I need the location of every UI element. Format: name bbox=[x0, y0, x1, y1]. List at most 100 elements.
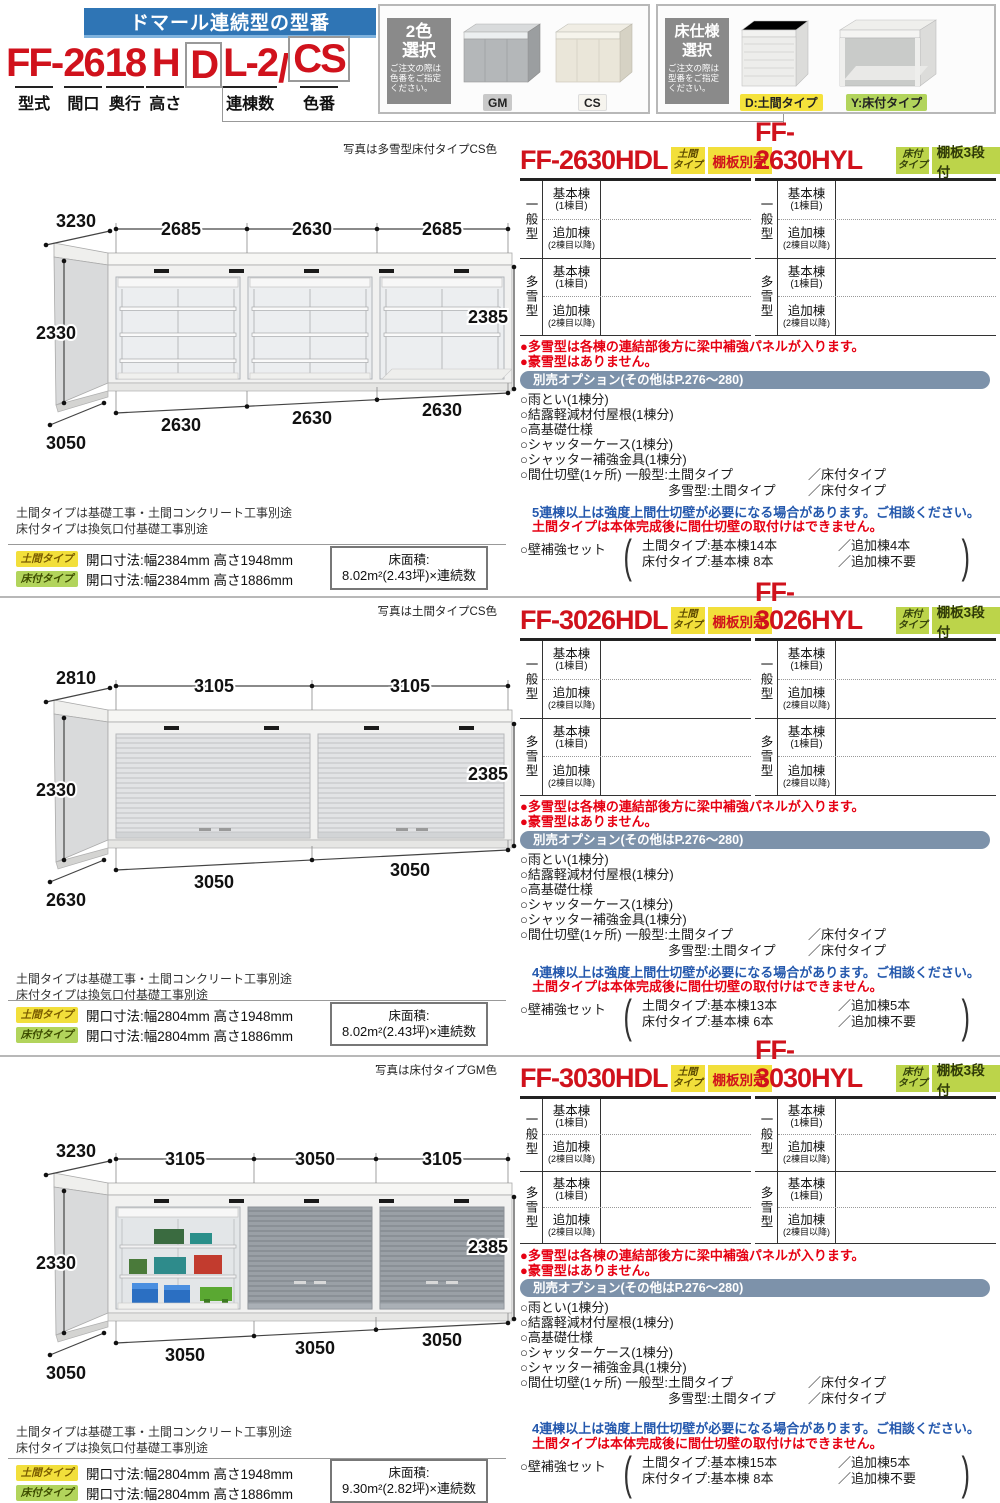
price-table: 一般型 基本棟 (1棟目) 追加棟 (2棟目以降) 多雪型 基本棟 (1棟目) 追加棟… bbox=[520, 638, 751, 796]
paren-close: ) bbox=[961, 990, 970, 1042]
shelf-included-badge: 棚板3段付 bbox=[931, 145, 1000, 180]
dim-top-2: 2630 bbox=[292, 219, 332, 239]
wall-reinforce-label: ○壁補強セット bbox=[520, 1002, 606, 1017]
shelf-sold-separately-badge: 棚板別売 bbox=[707, 147, 772, 174]
dim-bottom-1: 2630 bbox=[161, 415, 201, 435]
dim-top-1: 3105 bbox=[194, 676, 234, 696]
segment-depth: 18 奥行 bbox=[104, 41, 147, 113]
product-header: FF-2630HDL 土間 タイプ 棚板別売 bbox=[520, 144, 772, 174]
option-partition-2: 多雪型:土間タイプ bbox=[668, 943, 776, 958]
option-item: ○シャッター補強金具(1棟分) bbox=[520, 452, 687, 467]
option-item: ○結露軽減材付屋根(1棟分) bbox=[520, 407, 674, 422]
note-heavy-snow: ●豪雪型はありません。 bbox=[520, 1263, 658, 1278]
doma-type-thumbnail bbox=[741, 20, 809, 87]
paren-open: ( bbox=[623, 530, 632, 582]
floor-area-box: 床面積: 8.02m²(2.43坪)×連続数 bbox=[330, 546, 488, 590]
photo-caption: 写真は土間タイプCS色 bbox=[377, 606, 497, 618]
note-snow-type: ●多雪型は各棟の連結部後方に梁中補強パネルが入ります。 bbox=[520, 799, 865, 814]
opening-spec-yuka: 床付タイプ 開口寸法:幅2804mm 高さ1886mm bbox=[16, 1026, 293, 1044]
dim-left-height: 2330 bbox=[36, 780, 76, 800]
option-item: ○結露軽減材付屋根(1棟分) bbox=[520, 1315, 674, 1330]
wall-reinforce-label: ○壁補強セット bbox=[520, 542, 606, 557]
section-divider bbox=[0, 1055, 1000, 1057]
opening-spec-doma: 土間タイプ 開口寸法:幅2804mm 高さ1948mm bbox=[16, 1006, 293, 1024]
product-header: FF-2630HYL 床付 タイプ 棚板3段付 bbox=[755, 118, 1000, 180]
opening-spec-yuka: 床付タイプ 開口寸法:幅2384mm 高さ1886mm bbox=[16, 570, 293, 588]
rule bbox=[8, 544, 506, 545]
wall-reinforce-doma: 土間タイプ:基本棟15本 bbox=[642, 1455, 778, 1470]
section-divider bbox=[0, 596, 1000, 598]
option-partition: ○間仕切壁(1ヶ所) 一般型:土間タイプ bbox=[520, 927, 733, 942]
dim-right-height: 2385 bbox=[468, 307, 508, 327]
dim-bottom-depth: 2630 bbox=[46, 890, 86, 910]
wall-reinforce-yuka: 床付タイプ:基本棟 8本 bbox=[642, 1471, 774, 1486]
note-heavy-snow: ●豪雪型はありません。 bbox=[520, 354, 658, 369]
model-number-breakdown: FF- 型式 26 間口 18 奥行 H 高さ D L-2 連棟数 / CS 色… bbox=[6, 36, 351, 114]
opening-spec-doma: 土間タイプ 開口寸法:幅2384mm 高さ1948mm bbox=[16, 550, 293, 568]
segment-units: L-2 連棟数 bbox=[223, 41, 279, 113]
dim-right-height: 2385 bbox=[468, 764, 508, 784]
wall-reinforce-doma-add: ／追加棟5本 bbox=[838, 998, 911, 1013]
paren-close: ) bbox=[961, 530, 970, 582]
note-partition-blue: 4連棟以上は強度上間仕切壁が必要になる場合があります。ご相談ください。 bbox=[532, 965, 980, 980]
doma-type-badge: 土間 タイプ bbox=[670, 607, 705, 634]
base-construction-notes: 土間タイプは基礎工事・土間コンクリート工事別途 床付タイプは換気口付基礎工事別途 bbox=[16, 506, 293, 536]
note-partition-blue: 4連棟以上は強度上間仕切壁が必要になる場合があります。ご相談ください。 bbox=[532, 1421, 980, 1436]
yuka-type-badge: 床付 タイプ bbox=[896, 1065, 929, 1092]
shed-drawing-ff3030: 3105 3050 3105 3230 2330 2385 3050 3050 … bbox=[34, 1139, 517, 1385]
dim-top-depth: 2810 bbox=[56, 668, 96, 688]
dim-bottom-2: 2630 bbox=[292, 408, 332, 428]
doma-type-badge: 土間 タイプ bbox=[670, 147, 705, 174]
option-item: ○シャッターケース(1棟分) bbox=[520, 897, 674, 912]
yuka-type-badge: 床付 タイプ bbox=[896, 607, 929, 634]
floor-area-box: 床面積: 8.02m²(2.43坪)×連続数 bbox=[330, 1002, 488, 1046]
paren-open: ( bbox=[623, 1447, 632, 1499]
dim-top-1: 3105 bbox=[165, 1149, 205, 1169]
base-construction-notes: 土間タイプは基礎工事・土間コンクリート工事別途 床付タイプは換気口付基礎工事別途 bbox=[16, 1425, 293, 1455]
note-heavy-snow: ●豪雪型はありません。 bbox=[520, 814, 658, 829]
option-partition: ○間仕切壁(1ヶ所) 一般型:土間タイプ bbox=[520, 1375, 733, 1390]
cs-shed-thumbnail bbox=[555, 23, 633, 83]
wall-reinforce-yuka-add: ／追加棟不要 bbox=[838, 554, 917, 569]
dim-bottom-3: 3050 bbox=[422, 1330, 462, 1350]
note-snow-type: ●多雪型は各棟の連結部後方に梁中補強パネルが入ります。 bbox=[520, 339, 865, 354]
option-item: ○高基礎仕様 bbox=[520, 1330, 593, 1345]
option-item: ○雨とい(1棟分) bbox=[520, 852, 609, 867]
dim-top-depth: 3230 bbox=[56, 211, 96, 231]
shelf-included-badge: 棚板3段付 bbox=[931, 1063, 1000, 1098]
shed-drawing-ff3026: 3105 3105 2810 2330 2385 2630 3050 3050 bbox=[34, 666, 517, 912]
note-partition-red: 土間タイプは本体完成後に間仕切壁の取付けはできません。 bbox=[532, 1436, 883, 1451]
connector-stub bbox=[783, 112, 784, 124]
option-item: ○シャッターケース(1棟分) bbox=[520, 437, 674, 452]
price-table: 一般型 基本棟 (1棟目) 追加棟 (2棟目以降) 多雪型 基本棟 (1棟目) 追加棟… bbox=[755, 638, 996, 796]
dim-bottom-3: 2630 bbox=[422, 400, 462, 420]
shelf-sold-separately-badge: 棚板別売 bbox=[707, 607, 772, 634]
dim-right-height: 2385 bbox=[468, 1237, 508, 1257]
floor-area-box: 床面積: 9.30m²(2.82坪)×連続数 bbox=[330, 1459, 488, 1503]
paren-open: ( bbox=[623, 990, 632, 1042]
cs-color-label: CS bbox=[578, 94, 607, 111]
wall-reinforce-yuka: 床付タイプ:基本棟 6本 bbox=[642, 1014, 774, 1029]
wall-reinforce-yuka: 床付タイプ:基本棟 8本 bbox=[642, 554, 774, 569]
rule bbox=[8, 1000, 506, 1001]
shelf-included-badge: 棚板3段付 bbox=[931, 605, 1000, 640]
dim-bottom-1: 3050 bbox=[194, 872, 234, 892]
options-header-bar: 別売オプション(その他はP.276〜280) bbox=[520, 1279, 990, 1297]
wall-reinforce-yuka-add: ／追加棟不要 bbox=[838, 1014, 917, 1029]
dim-left-height: 2330 bbox=[36, 323, 76, 343]
wall-reinforce-doma-add: ／追加棟4本 bbox=[838, 538, 911, 553]
yuka-type-badge: 床付 タイプ bbox=[896, 147, 929, 174]
price-table: 一般型 基本棟 (1棟目) 追加棟 (2棟目以降) 多雪型 基本棟 (1棟目) 追加棟… bbox=[520, 1096, 751, 1244]
segment-slash: / bbox=[278, 47, 289, 91]
options-header-bar: 別売オプション(その他はP.276〜280) bbox=[520, 371, 990, 389]
segment-height: H 高さ bbox=[146, 42, 185, 114]
segment-width: 26 間口 bbox=[63, 41, 105, 113]
dim-bottom-1: 3050 bbox=[165, 1345, 205, 1365]
wall-reinforce-yuka-add: ／追加棟不要 bbox=[838, 1471, 917, 1486]
option-item: ○雨とい(1棟分) bbox=[520, 1300, 609, 1315]
floor-select-panel: 床仕様 選択 ご注文の際は型番をご指定ください。 D:土間タイプ Y:床付タイプ bbox=[656, 4, 996, 114]
series-title-bar: ドマール連続型の型番 bbox=[84, 8, 376, 38]
option-item: ○シャッター補強金具(1棟分) bbox=[520, 912, 687, 927]
wall-reinforce-doma-add: ／追加棟5本 bbox=[838, 1455, 911, 1470]
dim-top-2: 3105 bbox=[390, 676, 430, 696]
